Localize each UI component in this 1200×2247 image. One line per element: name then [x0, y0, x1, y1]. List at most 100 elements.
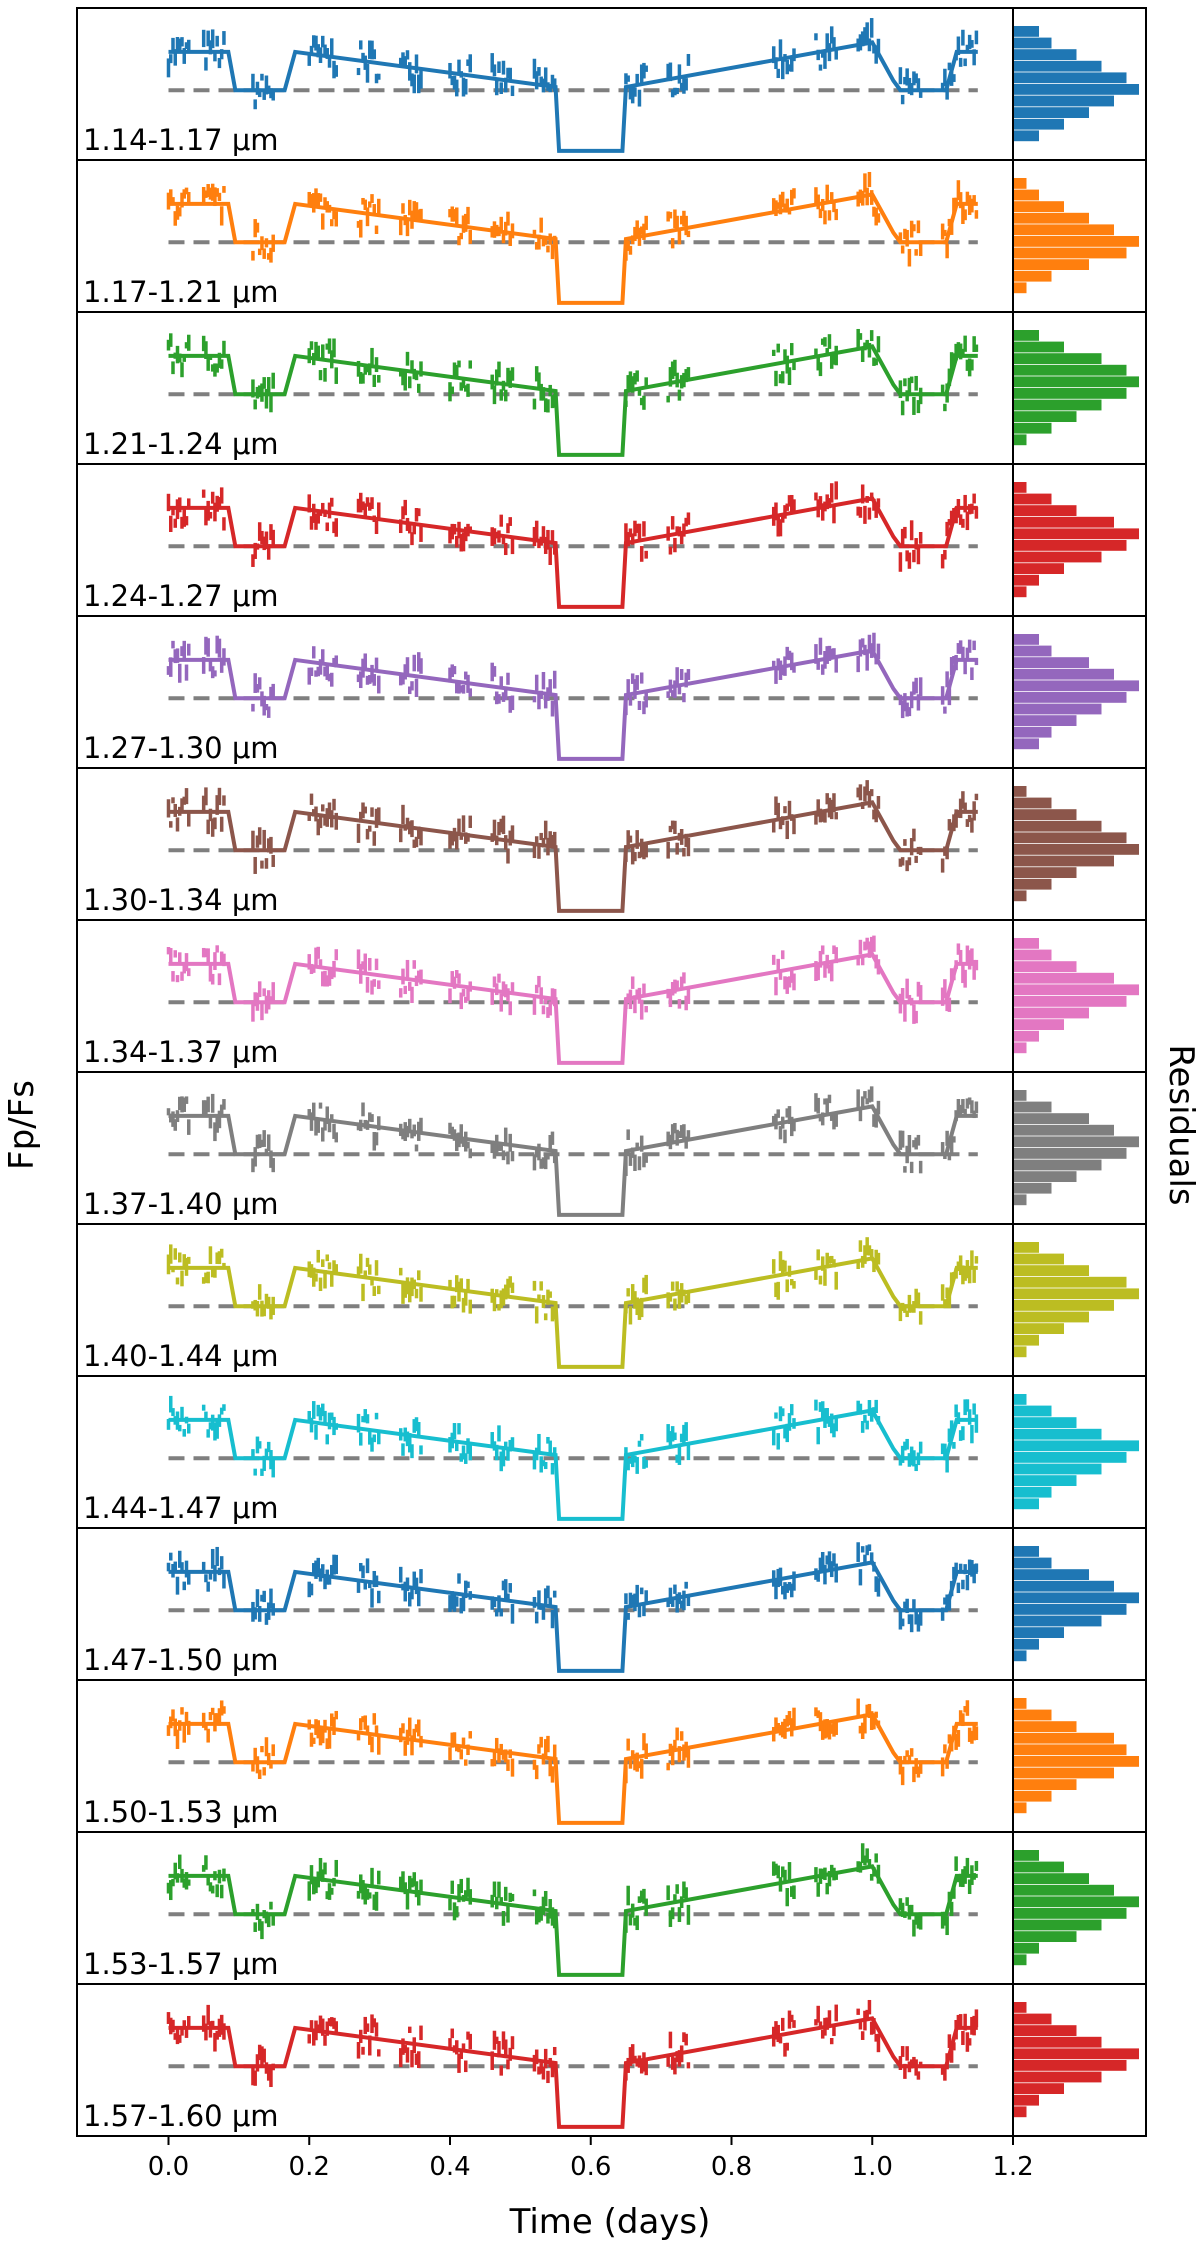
- panel-1.37-1.40: 1.37-1.40 μm: [76, 1071, 1147, 1225]
- histogram-bar: [1014, 1394, 1027, 1405]
- panels-group: 1.14-1.17 μm 1.17-1.21 μm 1.21-1.24 μm 1.24…: [76, 7, 1147, 2137]
- histogram-bar: [1014, 376, 1139, 388]
- histogram-bar: [1014, 1884, 1114, 1896]
- histogram-bar: [1014, 1919, 1102, 1931]
- histogram-bar: [1014, 645, 1052, 657]
- histogram-bar: [1014, 1873, 1089, 1884]
- histogram-bar: [1014, 247, 1127, 259]
- histogram-bar: [1014, 2060, 1127, 2071]
- histogram-bar: [1014, 1744, 1127, 1756]
- histogram-bar: [1014, 1405, 1052, 1417]
- histogram-bar: [1014, 1908, 1127, 1919]
- histogram-bar: [1014, 434, 1027, 446]
- panel-1.57-1.60: 1.57-1.60 μm: [76, 1983, 1147, 2137]
- histogram-bar: [1014, 1861, 1064, 1873]
- y-axis-label: Fp/Fs: [2, 1080, 42, 1170]
- histogram-bar: [1014, 1030, 1039, 1042]
- histogram-bar: [1014, 2094, 1039, 2106]
- histogram-bar: [1014, 949, 1052, 961]
- histogram-bar: [1014, 668, 1114, 680]
- histogram-bar: [1014, 786, 1027, 797]
- x-tick-label: 0.2: [289, 2152, 330, 2182]
- histogram-bar: [1014, 715, 1077, 726]
- histogram-bar: [1014, 1101, 1052, 1113]
- histogram-bar: [1014, 37, 1052, 49]
- histogram-bar: [1014, 224, 1114, 236]
- histogram-bar: [1014, 1113, 1089, 1124]
- histogram-bar: [1014, 411, 1077, 422]
- panel-label: 1.21-1.24 μm: [83, 427, 279, 461]
- x-tick-label: 1.2: [992, 2152, 1033, 2182]
- histogram-bar: [1014, 212, 1089, 224]
- panel-1.34-1.37: 1.34-1.37 μm: [76, 919, 1147, 1073]
- histogram-bar: [1014, 1136, 1139, 1148]
- histogram-bar: [1014, 1498, 1039, 1510]
- histogram-bar: [1014, 1334, 1039, 1346]
- model-curve: [168, 344, 978, 457]
- histogram-bar: [1014, 1463, 1102, 1475]
- panel-label: 1.34-1.37 μm: [83, 1035, 279, 1069]
- histogram-bar: [1014, 1475, 1077, 1486]
- histogram-bar: [1014, 1417, 1077, 1428]
- histogram-bar: [1014, 1007, 1089, 1019]
- histogram-bar: [1014, 482, 1027, 493]
- histogram-bar: [1014, 1721, 1077, 1732]
- panel-1.47-1.50: 1.47-1.50 μm: [76, 1527, 1147, 1681]
- histogram-bar: [1014, 2071, 1102, 2083]
- histogram-bar: [1014, 2002, 1027, 2013]
- panel-1.27-1.30: 1.27-1.30 μm: [76, 615, 1147, 769]
- histogram-bar: [1014, 2048, 1139, 2060]
- histogram-bar: [1014, 1194, 1027, 1206]
- histogram-bar: [1014, 178, 1027, 189]
- model-curve: [168, 800, 978, 913]
- panel-label: 1.37-1.40 μm: [83, 1187, 279, 1221]
- histogram-bar: [1014, 399, 1102, 411]
- histogram-bar: [1014, 680, 1139, 692]
- x-tick-label: 0.0: [148, 2152, 189, 2182]
- histogram-bar: [1014, 1709, 1052, 1721]
- histogram-bar: [1014, 1288, 1139, 1300]
- residuals-label: Residuals: [1161, 1044, 1200, 1205]
- histogram-bar: [1014, 2036, 1102, 2048]
- model-curve: [168, 2016, 978, 2129]
- histogram-bar: [1014, 1779, 1077, 1790]
- panel-label: 1.14-1.17 μm: [83, 123, 279, 157]
- model-curve: [168, 648, 978, 761]
- histogram-bar: [1014, 118, 1064, 130]
- model-curve: [168, 40, 978, 153]
- panel-label: 1.27-1.30 μm: [83, 731, 279, 765]
- histogram-bar: [1014, 961, 1077, 972]
- panel-label: 1.47-1.50 μm: [83, 1643, 279, 1677]
- histogram-bar: [1014, 855, 1114, 867]
- panel-1.24-1.27: 1.24-1.27 μm: [76, 463, 1147, 617]
- histogram-bar: [1014, 1182, 1052, 1194]
- histogram-bar: [1014, 330, 1039, 341]
- histogram-bar: [1014, 1265, 1089, 1276]
- panel-label: 1.17-1.21 μm: [83, 275, 279, 309]
- histogram-bar: [1014, 2083, 1064, 2094]
- histogram-bar: [1014, 270, 1052, 282]
- panel-label: 1.40-1.44 μm: [83, 1339, 279, 1373]
- histogram-bar: [1014, 1638, 1039, 1650]
- model-curve: [168, 952, 978, 1065]
- histogram-bar: [1014, 84, 1139, 95]
- histogram-bar: [1014, 1171, 1077, 1182]
- histogram-bar: [1014, 1090, 1027, 1101]
- histogram-bar: [1014, 1615, 1102, 1627]
- histogram-bar: [1014, 1300, 1114, 1311]
- histogram-bar: [1014, 867, 1077, 878]
- panel-1.17-1.21: 1.17-1.21 μm: [76, 159, 1147, 313]
- panel-label: 1.30-1.34 μm: [83, 883, 279, 917]
- x-tick-label: 0.8: [711, 2152, 752, 2182]
- histogram-bar: [1014, 26, 1039, 37]
- histogram-bar: [1014, 832, 1127, 844]
- histogram-bar: [1014, 1242, 1039, 1253]
- histogram-bar: [1014, 1592, 1139, 1604]
- histogram-bar: [1014, 1042, 1027, 1054]
- histogram-bar: [1014, 1019, 1064, 1030]
- model-curve: [168, 1408, 978, 1521]
- model-curve: [168, 1864, 978, 1977]
- model-curve: [168, 1104, 978, 1217]
- model-curve: [168, 1560, 978, 1673]
